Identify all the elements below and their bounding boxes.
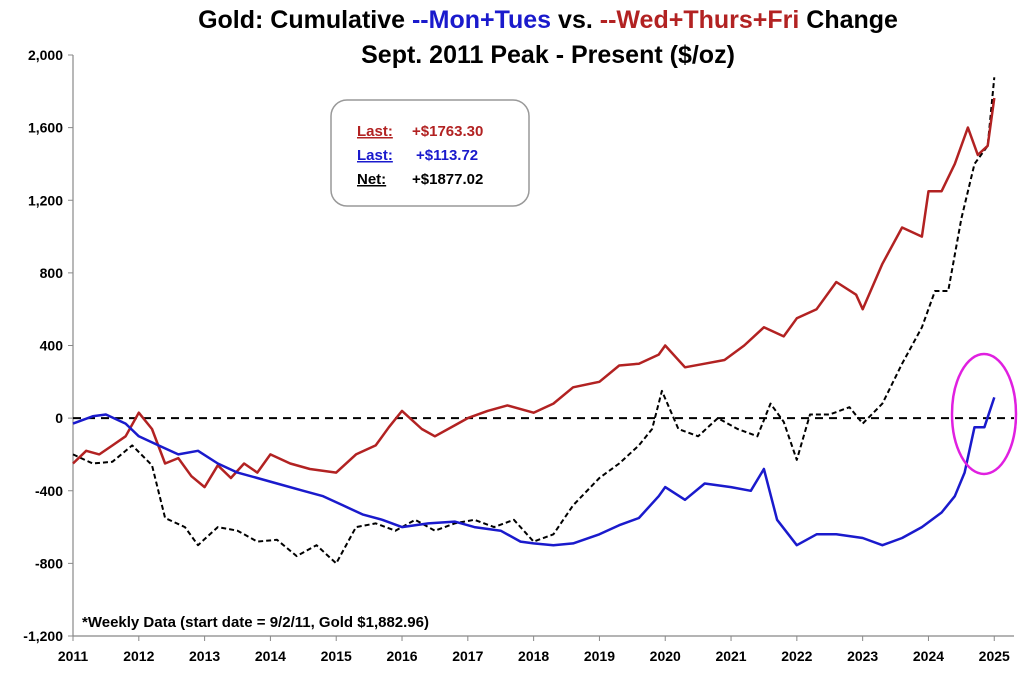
y-tick-label: -1,200 bbox=[23, 628, 63, 644]
y-tick-label: -400 bbox=[35, 483, 63, 499]
title-vs: vs. bbox=[551, 6, 600, 34]
x-tick-label: 2016 bbox=[386, 648, 417, 664]
y-tick-label: 1,600 bbox=[28, 120, 63, 136]
legend-wed-fri-value: +$1763.30 bbox=[412, 123, 483, 140]
legend-mon-tues-label: Last: bbox=[357, 147, 393, 164]
legend-net-value: +$1877.02 bbox=[412, 171, 483, 188]
title-suffix: Change bbox=[799, 6, 898, 34]
x-tick-label: 2017 bbox=[452, 648, 483, 664]
y-tick-label: 2,000 bbox=[28, 47, 63, 63]
series-line-wed-fri bbox=[72, 97, 996, 489]
x-tick-label: 2025 bbox=[979, 648, 1010, 664]
x-axis-ticks: 2011 2012 2013 2014 2015 2016 2017 2018 2019 2020… bbox=[58, 636, 1010, 664]
title-wed-fri: --Wed+Thurs+Fri bbox=[600, 6, 800, 34]
x-tick-label: 2020 bbox=[650, 648, 681, 664]
x-tick-label: 2018 bbox=[518, 648, 549, 664]
legend-wed-fri-label: Last: bbox=[357, 123, 393, 140]
x-tick-label: 2012 bbox=[123, 648, 154, 664]
legend-net-label: Net: bbox=[357, 171, 386, 188]
x-tick-label: 2022 bbox=[781, 648, 812, 664]
chart-title: Gold: Cumulative --Mon+Tues vs. --Wed+Th… bbox=[198, 6, 898, 34]
x-tick-label: 2011 bbox=[58, 648, 89, 664]
x-tick-label: 2014 bbox=[255, 648, 286, 664]
x-tick-label: 2024 bbox=[913, 648, 944, 664]
x-tick-label: 2019 bbox=[584, 648, 615, 664]
legend-mon-tues-value: +$113.72 bbox=[416, 147, 478, 164]
y-tick-label: -800 bbox=[35, 555, 63, 571]
legend-box-frame bbox=[330, 99, 530, 207]
series-line-mon-tues bbox=[72, 397, 996, 547]
series-layer bbox=[72, 77, 996, 565]
y-tick-label: 0 bbox=[55, 410, 63, 426]
y-axis-ticks: 2,000 1,600 1,200 800 400 0 -400 -800 -1,200 bbox=[23, 47, 73, 644]
y-tick-label: 400 bbox=[40, 338, 64, 354]
y-tick-label: 800 bbox=[40, 265, 64, 281]
legend-box: Last: +$1763.30 Last: +$113.72 Net: +$18… bbox=[330, 99, 530, 207]
series-line-net bbox=[72, 77, 996, 565]
x-tick-label: 2013 bbox=[189, 648, 220, 664]
title-prefix: Gold: Cumulative bbox=[198, 6, 412, 34]
title-mon-tues: --Mon+Tues bbox=[412, 6, 551, 34]
highlight-ellipse bbox=[950, 352, 1018, 476]
x-tick-label: 2023 bbox=[847, 648, 878, 664]
x-tick-label: 2015 bbox=[321, 648, 352, 664]
y-tick-label: 1,200 bbox=[28, 192, 63, 208]
chart-subtitle: Sept. 2011 Peak - Present ($/oz) bbox=[361, 41, 735, 69]
x-tick-label: 2021 bbox=[715, 648, 746, 664]
data-note: *Weekly Data (start date = 9/2/11, Gold … bbox=[82, 614, 429, 631]
